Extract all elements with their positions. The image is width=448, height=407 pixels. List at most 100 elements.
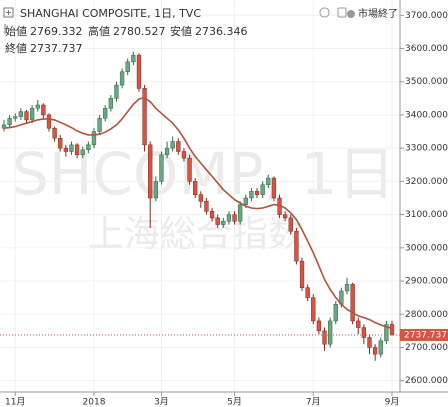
candle-body <box>372 347 378 355</box>
ohlc-name: 終値 <box>5 41 27 55</box>
candle-body <box>367 337 372 348</box>
y-tick-label: 3000.000 <box>405 243 448 253</box>
candle-body <box>204 201 209 212</box>
candle-body <box>187 157 192 182</box>
candle-body <box>159 154 164 182</box>
candle-body <box>170 141 175 149</box>
candle-body <box>119 71 125 86</box>
candle-body <box>86 144 91 151</box>
watermark-name: 上海総合指数 <box>88 214 304 255</box>
candle-body <box>238 204 243 222</box>
candle-body <box>226 214 232 222</box>
candle-body <box>181 151 187 159</box>
candle-body <box>18 111 24 117</box>
candle-body <box>148 144 153 199</box>
candle-body <box>316 320 322 332</box>
candle-body <box>288 217 293 232</box>
plot <box>1 51 395 361</box>
candle-body <box>24 111 29 121</box>
candle-body <box>7 118 12 126</box>
candle-body <box>311 297 316 322</box>
candle-body <box>63 147 69 152</box>
candle-body <box>97 118 102 132</box>
ohlc-name: 高値 <box>88 24 110 38</box>
x-tick-label: 3月 <box>154 397 169 407</box>
candle-body <box>103 108 108 119</box>
candle-body <box>221 220 226 225</box>
candle-body <box>271 177 277 199</box>
candle-body <box>91 131 97 146</box>
candle-body <box>136 54 142 89</box>
candle-body <box>142 88 147 146</box>
y-tick-label: 2800.000 <box>405 310 448 320</box>
candle-body <box>232 214 237 222</box>
candle-body <box>249 191 254 199</box>
ohlc-value: 2780.527 <box>113 25 166 38</box>
y-tick-label: 3100.000 <box>405 210 448 220</box>
y-tick-label: 3200.000 <box>405 177 448 187</box>
expand-icon[interactable] <box>3 7 14 18</box>
candle-body <box>69 144 74 152</box>
ohlc-value: 2769.332 <box>30 25 83 38</box>
moving-average <box>3 96 393 329</box>
candle-body <box>80 149 85 156</box>
candle-body <box>58 137 63 149</box>
x-tick-label: 7月 <box>306 397 321 407</box>
candle-body <box>46 114 52 129</box>
candle-body <box>164 147 170 156</box>
y-tick-label: 3400.000 <box>405 110 448 120</box>
x-tick-label: 2018 <box>83 398 106 407</box>
x-tick-label: 5月 <box>227 397 242 407</box>
ohlc-value: 2737.737 <box>30 42 83 55</box>
candle-body <box>305 287 310 298</box>
settings-icon[interactable] <box>337 7 347 18</box>
candle-body <box>153 181 158 199</box>
y-tick-label: 3700.000 <box>405 11 448 21</box>
candle-body <box>176 141 181 152</box>
x-tick-label: 9月 <box>385 397 400 407</box>
candle-body <box>52 127 57 139</box>
candle-body <box>243 197 248 205</box>
candle-body <box>114 84 119 99</box>
y-tick-label: 3500.000 <box>405 77 448 87</box>
candle-body <box>74 144 80 156</box>
ohlc-name: 安値 <box>170 24 192 38</box>
candle-body <box>294 230 299 262</box>
chart-title: SHANGHAI COMPOSITE, 1日, TVC <box>20 7 201 20</box>
ohlc-name: 始値 <box>5 24 27 38</box>
candle-body <box>266 177 271 185</box>
candle-body <box>356 320 361 328</box>
candle-body <box>361 327 367 338</box>
y-tick-label: 3300.000 <box>405 144 448 154</box>
y-tick-label: 2600.000 <box>405 376 448 386</box>
x-tick-label: 11月 <box>5 397 25 407</box>
candle-body <box>327 320 333 345</box>
candle-body <box>193 181 198 195</box>
candle-body <box>1 124 7 129</box>
candle-body <box>131 54 136 63</box>
candle-body <box>198 194 203 202</box>
candle-body <box>344 284 350 292</box>
candle-body <box>108 98 113 109</box>
candle-body <box>333 304 338 322</box>
candle-body <box>283 214 288 219</box>
grid <box>0 0 400 392</box>
candle-body <box>125 61 130 73</box>
candle-body <box>215 217 220 225</box>
candle-body <box>299 260 305 288</box>
y-tick-label: 2900.000 <box>405 277 448 287</box>
candle-body <box>260 184 265 195</box>
candle-body <box>209 211 215 219</box>
candle-body <box>254 191 260 195</box>
alert-icon[interactable] <box>319 7 330 18</box>
y-tick-label: 2700.000 <box>405 343 448 353</box>
header: SHANGHAI COMPOSITE, 1日, TVC 市場終了 始値 2769… <box>3 7 398 55</box>
last-price-box <box>400 328 448 341</box>
candle-body <box>13 116 18 119</box>
status-dot <box>347 10 355 18</box>
candle-body <box>29 108 35 121</box>
candle-body <box>389 324 395 336</box>
y-tick-label: 3600.000 <box>405 44 448 54</box>
